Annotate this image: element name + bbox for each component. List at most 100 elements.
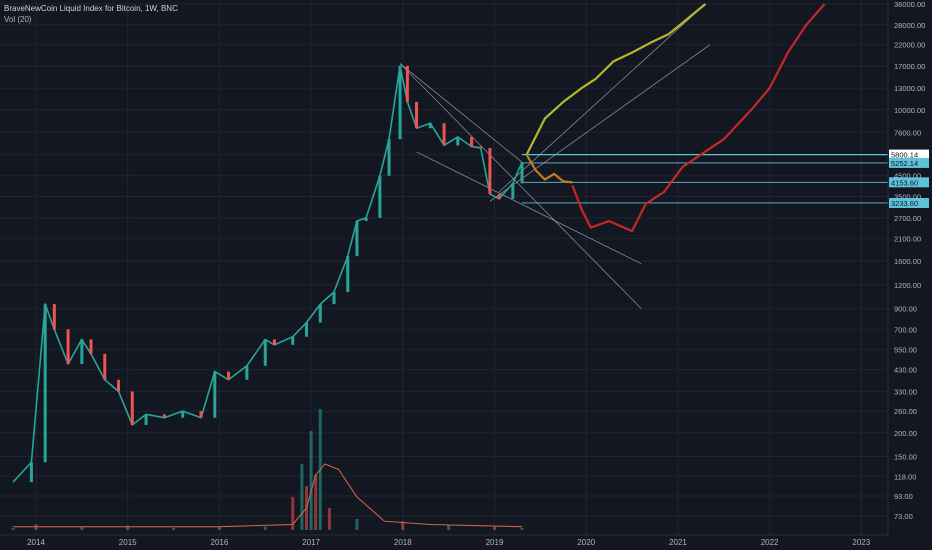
volume-bar xyxy=(520,527,524,530)
y-tick-label: 150.00 xyxy=(894,453,917,462)
y-tick-label: 1200.00 xyxy=(894,281,921,290)
volume-bar xyxy=(300,464,304,530)
y-tick-label: 118.00 xyxy=(894,472,916,481)
price-candle xyxy=(479,146,483,148)
price-candle xyxy=(291,336,295,345)
volume-bar xyxy=(34,524,38,530)
channel-line xyxy=(416,151,642,265)
x-tick-label: 2015 xyxy=(119,538,137,547)
volume-bar xyxy=(447,524,451,530)
price-candle xyxy=(117,379,121,392)
volume-bar xyxy=(401,521,405,530)
price-label-box xyxy=(889,177,929,188)
price-candle xyxy=(89,339,93,354)
volume-bar xyxy=(11,527,15,530)
horizontal-levels xyxy=(522,154,888,204)
y-tick-label: 28000.00 xyxy=(894,21,925,30)
y-tick-label: 10000.00 xyxy=(894,106,925,115)
price-candle xyxy=(456,136,460,146)
x-tick-label: 2018 xyxy=(394,538,412,547)
x-tick-label: 2020 xyxy=(577,538,595,547)
price-candle xyxy=(520,162,524,184)
price-candle xyxy=(29,462,33,483)
price-candle xyxy=(227,371,231,380)
price-candle xyxy=(103,353,107,380)
price-candle xyxy=(332,292,336,305)
y-tick-label: 200.00 xyxy=(894,429,917,438)
y-tick-label: 93.00 xyxy=(894,492,913,501)
volume-bar xyxy=(314,475,318,530)
volume-bar xyxy=(355,519,359,530)
volume-bar xyxy=(80,526,84,530)
volume-moving-average xyxy=(13,463,523,528)
price-candle xyxy=(355,220,359,257)
y-tick-label: 1600.00 xyxy=(894,257,921,266)
price-candle xyxy=(245,365,249,380)
price-candle xyxy=(52,304,56,330)
y-tick-label: 330.00 xyxy=(894,387,917,396)
price-series xyxy=(12,3,826,483)
volume-bar xyxy=(309,431,313,530)
price-label-box xyxy=(889,149,929,160)
price-candle xyxy=(346,256,350,293)
volume-indicator-label: Vol (20) xyxy=(4,15,32,24)
price-candle xyxy=(470,136,474,147)
price-candle xyxy=(213,371,217,418)
y-tick-label: 260.00 xyxy=(894,407,917,416)
series-line-price xyxy=(12,65,523,483)
y-tick-label: 22000.00 xyxy=(894,41,925,50)
price-candle xyxy=(162,414,166,418)
volume-bar xyxy=(493,526,496,530)
x-tick-label: 2016 xyxy=(211,538,229,547)
volume-bar xyxy=(217,526,221,530)
x-tick-label: 2014 xyxy=(27,538,45,547)
volume-ma-line xyxy=(13,463,523,528)
y-tick-label: 73.00 xyxy=(894,512,913,521)
price-label-box xyxy=(889,197,929,208)
volume-bar xyxy=(327,508,331,530)
x-tick-label: 2023 xyxy=(852,538,870,547)
volume-bar xyxy=(291,497,295,530)
y-tick-label: 7600.00 xyxy=(894,128,921,137)
channel-line xyxy=(498,3,706,193)
price-candle xyxy=(272,339,276,345)
volume-bar xyxy=(263,526,267,530)
x-tick-label: 2019 xyxy=(486,538,504,547)
channel-line xyxy=(489,44,711,202)
price-candle xyxy=(428,123,432,129)
price-label: 5252.14 xyxy=(891,159,918,168)
price-candle xyxy=(144,414,148,425)
y-tick-label: 430.00 xyxy=(894,366,917,375)
price-candle xyxy=(181,411,185,418)
y-tick-label: 3500.00 xyxy=(894,192,921,201)
price-candle xyxy=(405,65,409,102)
price-candle xyxy=(488,147,492,195)
price-label: 3233.60 xyxy=(891,199,918,208)
y-tick-label: 2100.00 xyxy=(894,235,921,244)
y-tick-label: 4500.00 xyxy=(894,172,921,181)
volume-bar xyxy=(126,525,130,530)
x-tick-label: 2017 xyxy=(302,538,320,547)
y-tick-label: 13000.00 xyxy=(894,84,925,93)
y-tick-label: 550.00 xyxy=(894,345,917,354)
x-tick-label: 2021 xyxy=(669,538,687,547)
price-candle xyxy=(66,329,70,365)
price-candle xyxy=(497,194,501,199)
price-candle xyxy=(318,304,322,323)
volume-bars xyxy=(11,409,524,530)
price-label: 4153.60 xyxy=(891,178,918,187)
grid-lines xyxy=(0,0,888,535)
y-tick-label: 700.00 xyxy=(894,325,917,334)
price-candle xyxy=(263,339,267,366)
price-candle xyxy=(130,391,134,425)
x-axis: 2014 2015 2016 2017 2018 2019 2020 2021 2022 2023 xyxy=(0,534,888,547)
x-tick-label: 2022 xyxy=(761,538,779,547)
y-tick-label: 2700.00 xyxy=(894,214,921,223)
price-label: 5800.14 xyxy=(891,151,918,160)
channel-line xyxy=(399,63,642,309)
chart-title: BraveNewCoin Liquid Index for Bitcoin, 1… xyxy=(4,4,178,13)
price-candle xyxy=(305,322,309,337)
y-tick-label: 900.00 xyxy=(894,305,917,314)
